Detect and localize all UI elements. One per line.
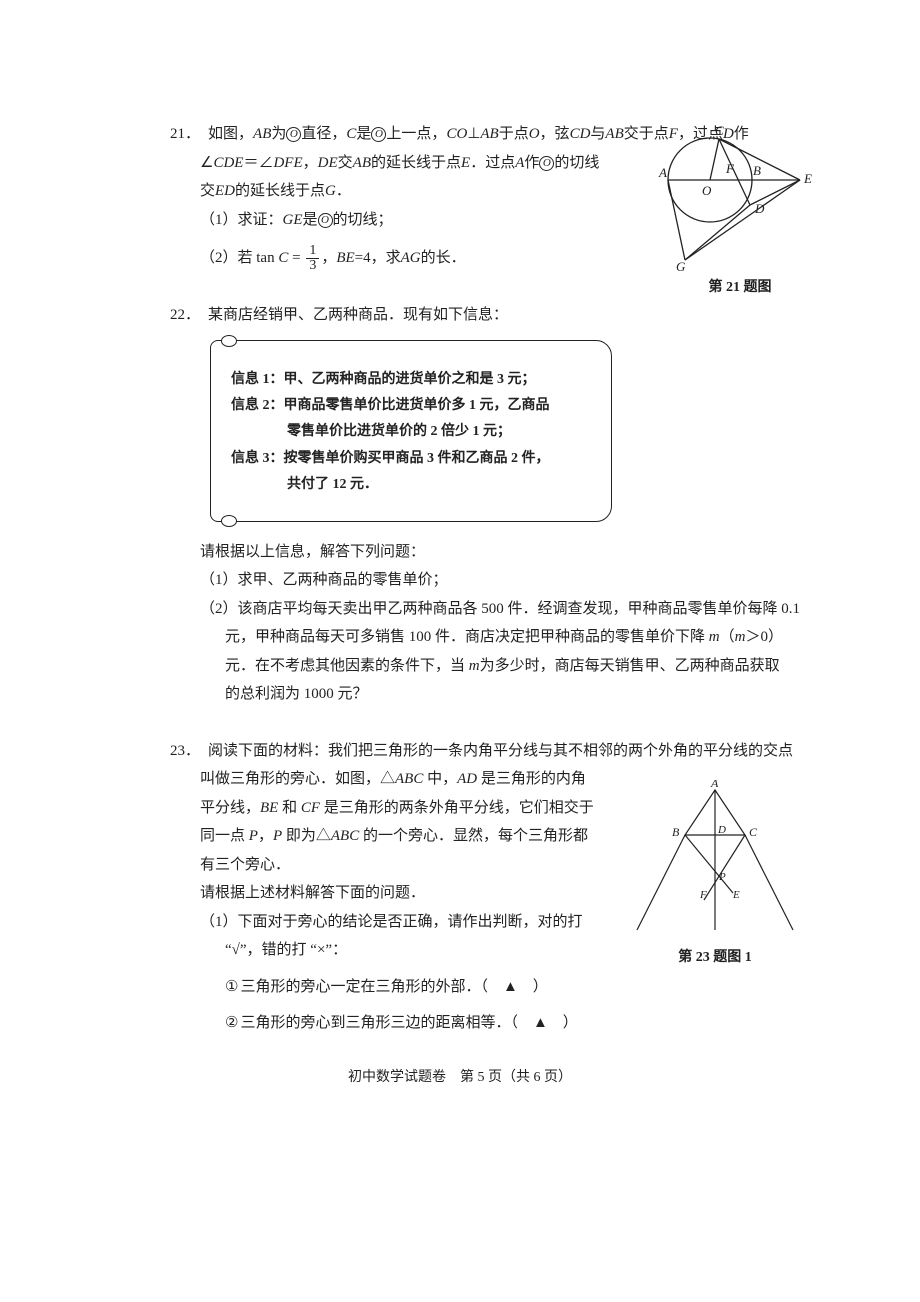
q23-number: 23． — [170, 737, 200, 766]
circle-o-icon: O — [318, 213, 333, 228]
info-3a: 信息 3：按零售单价购买甲商品 3 件和乙商品 2 件， — [231, 448, 591, 470]
q23-line6: 请根据上述材料解答下面的问题． — [170, 879, 810, 908]
q21-line1: 21．如图，AB为O直径，C是O上一点，CO⊥AB于点O，弦CD与AB交于点F，… — [170, 120, 810, 149]
question-23: 23．阅读下面的材料：我们把三角形的一条内角平分线与其不相邻的两个外角的平分线的… — [170, 737, 810, 1038]
q23-statement-1: ①三角形的旁心一定在三角形的外部．（ ▲ ） — [170, 973, 810, 1002]
q22-part2-line3: 元．在不考虑其他因素的条件下，当 m为多少时，商店每天销售甲、乙两种商品获取 — [170, 652, 810, 681]
q23-line5: 有三个旁心． — [170, 851, 810, 880]
q22-afterbox: 请根据以上信息，解答下列问题： — [170, 538, 810, 567]
circle-o-icon: O — [371, 127, 386, 142]
info-1: 信息 1：甲、乙两种商品的进货单价之和是 3 元； — [231, 369, 591, 391]
q21-part2: （2）若 tan C = 13，BE=4，求AG的长． — [170, 244, 810, 273]
q22-part2-line1: （2）该商店平均每天卖出甲乙两种商品各 500 件．经调查发现，甲种商品零售单价… — [170, 595, 810, 624]
q22-part1: （1）求甲、乙两种商品的零售单价； — [170, 566, 810, 595]
q22-part2-line2: 元，甲种商品每天可多销售 100 件．商店决定把甲种商品的零售单价下降 m（m＞… — [170, 623, 810, 652]
q22-intro: 22．某商店经销甲、乙两种商品．现有如下信息： — [170, 301, 810, 330]
fraction: 13 — [306, 244, 319, 273]
q23-part1-line1: （1）下面对于旁心的结论是否正确，请作出判断，对的打 — [170, 908, 810, 937]
question-22: 22．某商店经销甲、乙两种商品．现有如下信息： 信息 1：甲、乙两种商品的进货单… — [170, 301, 810, 708]
q23-line4: 同一点 P，P 即为△ABC 的一个旁心．显然，每个三角形都 — [170, 822, 810, 851]
q21-part1: （1）求证：GE是O的切线； — [170, 206, 810, 235]
info-2a: 信息 2：甲商品零售单价比进货单价多 1 元，乙商品 — [231, 395, 591, 417]
spiral-icon — [221, 335, 237, 347]
q23-line1: 23．阅读下面的材料：我们把三角形的一条内角平分线与其不相邻的两个外角的平分线的… — [170, 737, 810, 766]
spiral-icon — [221, 515, 237, 527]
q22-part2-line4: 的总利润为 1000 元？ — [170, 680, 810, 709]
page-footer: 初中数学试题卷 第 5 页（共 6 页） — [0, 1065, 920, 1092]
circle-o-icon: O — [286, 127, 301, 142]
info-2b: 零售单价比进货单价的 2 倍少 1 元； — [231, 421, 591, 443]
q22-number: 22． — [170, 301, 200, 330]
q23-part1-line2: “√”，错的打 “×”： — [170, 936, 810, 965]
q23-line2: 叫做三角形的旁心．如图，△ABC 中，AD 是三角形的内角 — [170, 765, 810, 794]
question-21: 21．如图，AB为O直径，C是O上一点，CO⊥AB于点O，弦CD与AB交于点F，… — [170, 120, 810, 273]
circle-o-icon: O — [539, 156, 554, 171]
info-3b: 共付了 12 元． — [231, 474, 591, 496]
exam-page: A B C D E F G O 第 21 题图 A — [0, 0, 920, 1302]
figure-21-caption: 第 21 题图 — [650, 275, 830, 302]
q23-statement-2: ②三角形的旁心到三角形三边的距离相等．（ ▲ ） — [170, 1009, 810, 1038]
q21-number: 21． — [170, 120, 200, 149]
q21-line3: 交ED的延长线于点G． — [170, 177, 810, 206]
info-box: 信息 1：甲、乙两种商品的进货单价之和是 3 元； 信息 2：甲商品零售单价比进… — [210, 340, 612, 522]
q21-line2: ∠CDE＝∠DFE，DE交AB的延长线于点E．过点A作O的切线 — [170, 149, 810, 178]
q23-line3: 平分线，BE 和 CF 是三角形的两条外角平分线，它们相交于 — [170, 794, 810, 823]
